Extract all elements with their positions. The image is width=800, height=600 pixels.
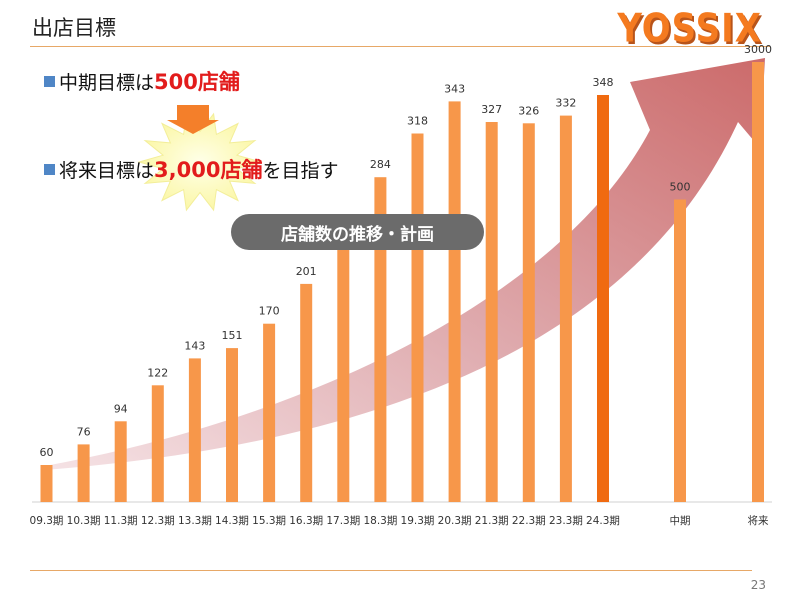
page-number: 23 [750,578,766,592]
data-label-16.3期: 201 [296,265,317,278]
bar-14.3期 [226,348,238,502]
x-tick-label-24.3期: 24.3期 [586,515,620,527]
data-label-12.3期: 122 [147,366,168,379]
data-label-19.3期: 318 [407,115,428,128]
x-tick-label-18.3期: 18.3期 [363,515,397,527]
data-label-15.3期: 170 [259,305,280,318]
data-label-24.3期: 348 [593,76,614,89]
x-tick-label-23.3期: 23.3期 [549,515,583,527]
data-label-13.3期: 143 [184,339,205,352]
x-tick-label-09.3期: 09.3期 [30,515,64,527]
long-term-goal-suffix: を目指す [262,160,339,182]
bar-15.3期 [263,323,276,502]
bullet-square-icon [44,76,55,87]
down-arrow-icon [167,105,219,134]
bar-将来 [752,62,764,502]
long-term-goal-prefix: 将来目標は [59,160,155,182]
data-label-中期: 500 [670,181,691,194]
long-term-goal-highlight: 3,000店舗 [154,158,263,182]
bar-16.3期 [300,283,313,502]
mid-term-goal: 中期目標は500店舗 [44,66,240,96]
mid-term-goal-prefix: 中期目標は [59,72,155,94]
long-term-goal: 将来目標は3,000店舗を目指す [44,154,338,184]
x-tick-label-12.3期: 12.3期 [141,515,175,527]
bar-10.3期 [77,444,90,502]
bar-11.3期 [114,421,127,502]
data-label-将来: 3000 [744,43,772,56]
data-label-22.3期: 326 [518,104,539,117]
x-tick-label-13.3期: 13.3期 [178,515,212,527]
bullet-square-icon [44,164,55,175]
x-tick-label-22.3期: 22.3期 [512,515,546,527]
bar-23.3期 [559,115,572,502]
data-label-23.3期: 332 [555,97,576,110]
bar-中期 [674,199,686,502]
x-tick-label-17.3期: 17.3期 [326,515,360,527]
bar-12.3期 [151,385,164,502]
company-logo: YOSSIX [617,6,762,52]
x-tick-label-11.3期: 11.3期 [104,515,138,527]
data-label-10.3期: 76 [77,425,91,438]
growth-arrow [45,58,765,470]
x-tick-label-15.3期: 15.3期 [252,515,286,527]
x-tick-label-10.3期: 10.3期 [67,515,101,527]
bar-22.3期 [522,123,535,503]
x-tick-label-19.3期: 19.3期 [401,515,435,527]
x-tick-label-14.3期: 14.3期 [215,515,249,527]
data-label-21.3期: 327 [481,103,502,116]
x-tick-label-16.3期: 16.3期 [289,515,323,527]
title-divider [30,46,770,47]
x-tick-label-21.3期: 21.3期 [475,515,509,527]
bar-13.3期 [188,358,201,502]
bar-21.3期 [485,122,498,502]
footer-divider [30,570,752,571]
data-label-11.3期: 94 [114,402,128,415]
bar-09.3期 [40,465,53,502]
bar-18.3期 [374,177,387,502]
bar-24.3期 [597,95,609,502]
x-tick-label-将来: 将来 [748,515,769,527]
data-label-20.3期: 343 [444,82,465,95]
mid-term-goal-highlight: 500店舗 [154,70,240,94]
slide-title: 出店目標 [32,16,116,40]
bar-17.3期 [337,241,350,502]
chart-title-pill: 店舗数の推移・計画 [231,214,484,250]
data-label-14.3期: 151 [222,329,243,342]
bar-20.3期 [448,101,461,503]
x-tick-label-中期: 中期 [670,514,691,527]
data-label-18.3期: 284 [370,158,391,171]
data-label-09.3期: 60 [40,446,54,459]
highlight-burst [137,112,263,212]
bar-19.3期 [411,133,424,502]
x-tick-label-20.3期: 20.3期 [438,515,472,527]
